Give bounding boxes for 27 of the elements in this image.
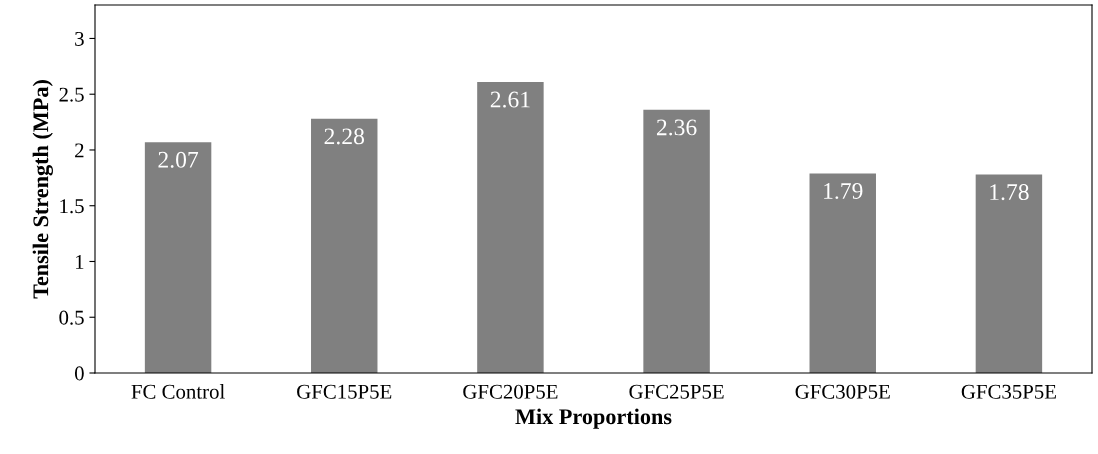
data-label: 2.36 — [656, 119, 697, 136]
data-label: 1.79 — [824, 183, 863, 200]
y-axis-title: Tensile Strength (MPa) — [32, 80, 53, 299]
x-axis-title: Mix Proportions — [515, 408, 672, 429]
bar — [809, 173, 876, 373]
y-tick-label: 3 — [75, 31, 84, 46]
bar — [311, 118, 378, 373]
bar — [144, 142, 212, 373]
y-tick-label: 0.5 — [59, 310, 84, 325]
y-tick-label: 2 — [75, 143, 84, 158]
data-label: 2.28 — [324, 128, 365, 145]
bar — [643, 109, 710, 373]
bar — [975, 174, 1043, 373]
x-tick-label: GFC20P5E — [463, 384, 558, 399]
data-label: 2.07 — [158, 151, 199, 168]
x-tick-label: GFC30P5E — [795, 384, 890, 399]
bar — [477, 81, 544, 373]
y-tick-label: 0 — [74, 366, 84, 381]
x-tick-label: GFC15P5E — [297, 384, 392, 399]
y-tick-label: 2.5 — [59, 87, 84, 102]
x-tick-label: FC Control — [131, 384, 225, 399]
x-tick-label: GFC25P5E — [629, 384, 724, 399]
x-tick-label: GFC35P5E — [961, 384, 1056, 399]
data-label: 1.78 — [990, 184, 1029, 201]
y-tick-label: 1.5 — [60, 199, 84, 214]
data-label: 2.61 — [490, 91, 530, 108]
y-tick-label: 1 — [76, 254, 84, 269]
